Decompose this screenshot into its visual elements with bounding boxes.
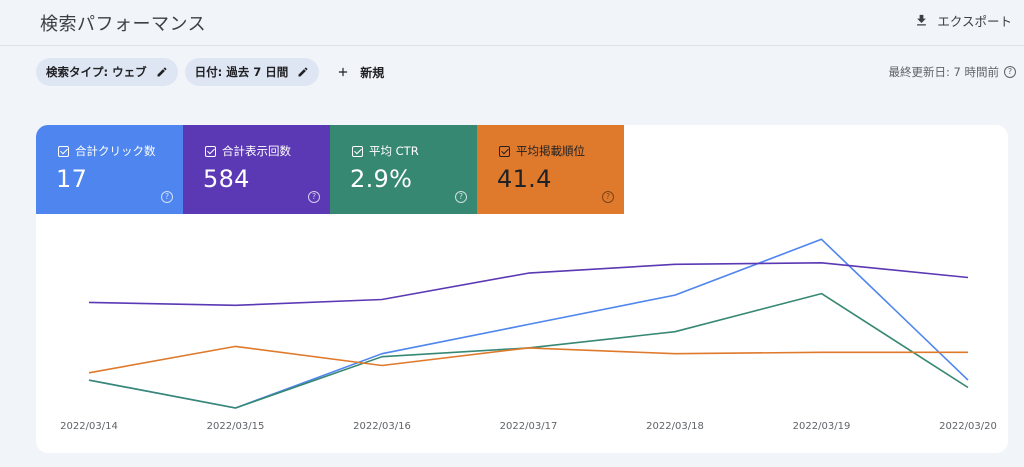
new-filter-button[interactable]: 新規 xyxy=(336,64,384,81)
metric-tile-position[interactable]: 平均掲載順位 41.4 ? xyxy=(477,125,624,214)
last-updated-text: 最終更新日: 7 時間前 xyxy=(888,65,999,79)
metric-label: 合計表示回数 xyxy=(222,144,291,158)
x-tick-label: 2022/03/15 xyxy=(207,421,265,432)
download-icon xyxy=(917,14,927,25)
help-icon[interactable]: ? xyxy=(161,191,173,203)
help-icon[interactable]: ? xyxy=(1004,66,1016,78)
date-filter-label: 日付: 過去 7 日間 xyxy=(194,65,289,79)
page-title: 検索パフォーマンス xyxy=(40,14,207,35)
export-label: エクスポート xyxy=(937,13,1012,29)
last-updated-info: 最終更新日: 7 時間前 ? xyxy=(888,64,1016,80)
metric-value: 584 xyxy=(203,165,250,193)
help-icon[interactable]: ? xyxy=(455,191,467,203)
x-tick-label: 2022/03/16 xyxy=(353,421,411,432)
performance-card: 合計クリック数 17 ? 合計表示回数 584 ? 平均 CTR 2.9% ? … xyxy=(36,125,1008,453)
x-tick-label: 2022/03/19 xyxy=(793,421,851,432)
metric-tile-impressions[interactable]: 合計表示回数 584 ? xyxy=(183,125,330,214)
performance-line-chart: 2022/03/14 2022/03/15 2022/03/16 2022/03/17… xyxy=(60,238,997,432)
pencil-icon xyxy=(298,67,308,77)
metric-tile-clicks[interactable]: 合計クリック数 17 ? xyxy=(36,125,183,214)
checkbox-checked-icon xyxy=(58,145,69,157)
metric-label: 合計クリック数 xyxy=(75,144,156,158)
checkbox-checked-icon xyxy=(499,145,510,157)
help-icon[interactable]: ? xyxy=(602,191,614,203)
metric-value: 41.4 xyxy=(497,165,552,193)
new-filter-label: 新規 xyxy=(360,65,385,80)
plus-icon xyxy=(339,67,348,77)
x-tick-label: 2022/03/14 xyxy=(60,421,118,432)
checkbox-checked-icon xyxy=(352,145,363,157)
pencil-icon xyxy=(157,67,167,77)
search-type-filter-label: 検索タイプ: ウェブ xyxy=(46,65,147,79)
page-header: 検索パフォーマンス エクスポート xyxy=(0,0,1024,46)
export-button[interactable]: エクスポート xyxy=(914,10,1012,30)
series-line-2 xyxy=(88,292,969,409)
date-filter-chip[interactable]: 日付: 過去 7 日間 xyxy=(184,58,320,86)
series-line-3 xyxy=(88,345,968,374)
metric-label-row: 合計クリック数 xyxy=(58,143,156,159)
x-tick-label: 2022/03/20 xyxy=(939,421,997,432)
checkbox-checked-icon xyxy=(205,145,216,157)
x-tick-label: 2022/03/18 xyxy=(646,421,704,432)
metric-label-row: 合計表示回数 xyxy=(205,143,291,159)
x-tick-label: 2022/03/17 xyxy=(500,421,558,432)
help-icon[interactable]: ? xyxy=(308,191,320,203)
metric-value: 2.9% xyxy=(350,165,413,193)
metric-label: 平均掲載順位 xyxy=(516,144,585,158)
metric-label-row: 平均 CTR xyxy=(352,143,419,159)
metric-tile-ctr[interactable]: 平均 CTR 2.9% ? xyxy=(330,125,477,214)
metric-value: 17 xyxy=(56,165,88,193)
metric-label: 平均 CTR xyxy=(369,144,419,158)
filter-bar: 検索タイプ: ウェブ 日付: 過去 7 日間 新規 xyxy=(36,58,384,86)
series-line-1 xyxy=(88,261,969,307)
search-type-filter-chip[interactable]: 検索タイプ: ウェブ xyxy=(36,58,178,86)
metric-label-row: 平均掲載順位 xyxy=(499,143,585,159)
metric-tiles: 合計クリック数 17 ? 合計表示回数 584 ? 平均 CTR 2.9% ? … xyxy=(36,125,624,214)
